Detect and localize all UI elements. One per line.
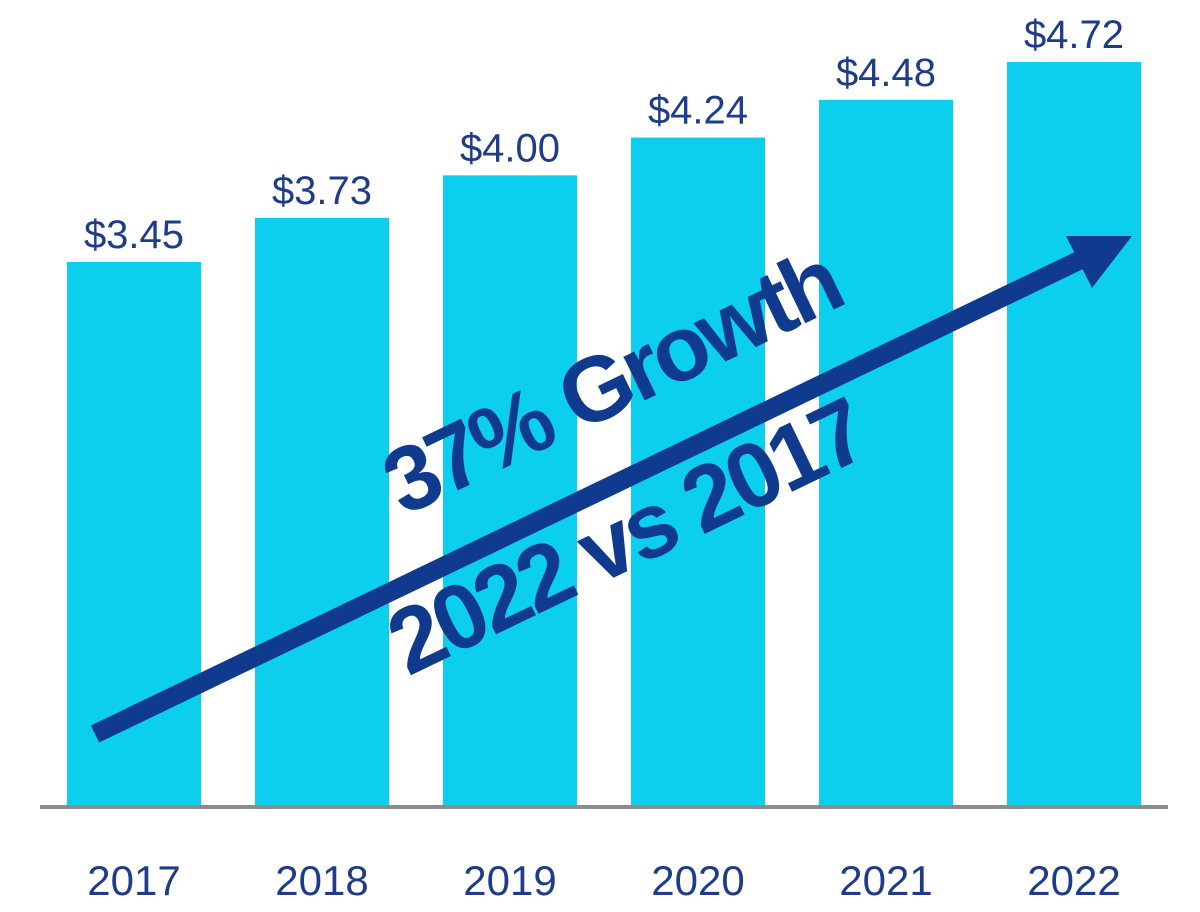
x-tick-label-2022: 2022 (1027, 857, 1120, 904)
bar-2019 (443, 175, 577, 805)
growth-arrow-shaft (90, 251, 1085, 743)
value-label-2019: $4.00 (460, 126, 560, 170)
value-label-2022: $4.72 (1024, 13, 1124, 57)
value-label-2020: $4.24 (648, 89, 748, 133)
x-tick-label-2019: 2019 (463, 857, 556, 904)
x-tick-label-2020: 2020 (651, 857, 744, 904)
value-label-2017: $3.45 (84, 213, 184, 257)
x-tick-label-2018: 2018 (275, 857, 368, 904)
x-tick-label-2017: 2017 (87, 857, 180, 904)
value-label-2018: $3.73 (272, 169, 372, 213)
x-tick-label-2021: 2021 (839, 857, 932, 904)
value-labels-group: $3.45 $3.73 $4.00 $4.24 $4.48 $4.72 (84, 13, 1124, 257)
x-tick-labels-group: 2017 2018 2019 2020 2021 2022 (87, 857, 1120, 904)
bar-2021 (819, 99, 953, 805)
growth-arrow-head (1066, 236, 1132, 288)
bar-2018 (255, 217, 389, 806)
growth-arrow (90, 236, 1132, 743)
bar-2022 (1007, 62, 1141, 805)
value-label-2021: $4.48 (836, 51, 936, 95)
bars-group (67, 62, 1141, 806)
